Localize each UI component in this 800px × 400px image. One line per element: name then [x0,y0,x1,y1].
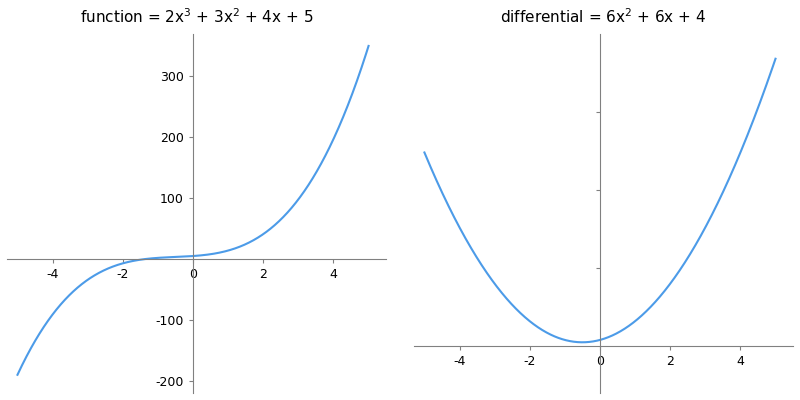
Title: differential = 6x$^2$ + 6x + 4: differential = 6x$^2$ + 6x + 4 [500,7,706,26]
Title: function = 2x$^3$ + 3x$^2$ + 4x + 5: function = 2x$^3$ + 3x$^2$ + 4x + 5 [80,7,314,26]
